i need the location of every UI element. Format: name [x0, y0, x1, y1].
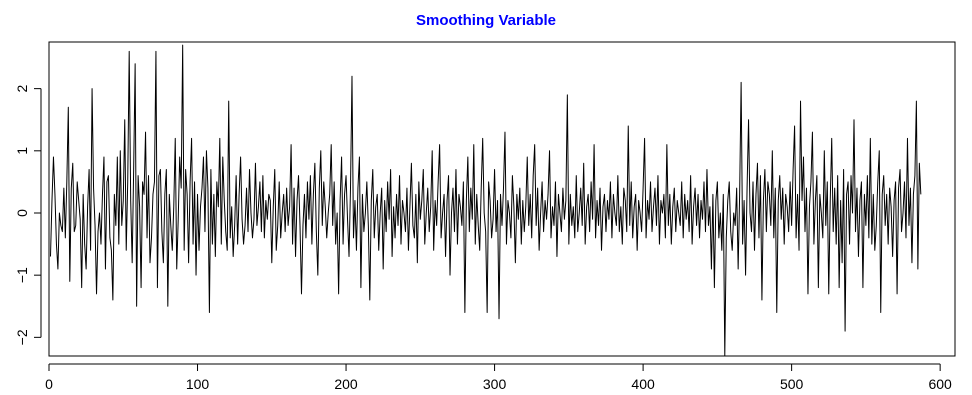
x-tick-label: 200 — [334, 376, 358, 392]
series-layer — [49, 44, 922, 357]
x-tick-label: 400 — [631, 376, 655, 392]
x-axis: 0 100 200 300 400 500 600 — [45, 363, 952, 392]
y-tick-label: 1 — [14, 147, 30, 155]
series-line — [49, 44, 922, 357]
y-tick-label: −2 — [14, 329, 30, 345]
y-tick-label: −1 — [14, 267, 30, 283]
y-axis: −2 −1 0 1 2 — [14, 85, 42, 345]
x-tick-label: 100 — [186, 376, 210, 392]
plot-frame — [48, 41, 956, 357]
y-tick-label: 0 — [14, 209, 30, 217]
x-tick-label: 500 — [780, 376, 804, 392]
x-tick-label: 300 — [483, 376, 507, 392]
chart-title: Smoothing Variable — [415, 12, 557, 29]
x-tick-label: 600 — [928, 376, 952, 392]
x-tick-label: 0 — [45, 376, 53, 392]
y-tick-label: 2 — [14, 85, 30, 93]
